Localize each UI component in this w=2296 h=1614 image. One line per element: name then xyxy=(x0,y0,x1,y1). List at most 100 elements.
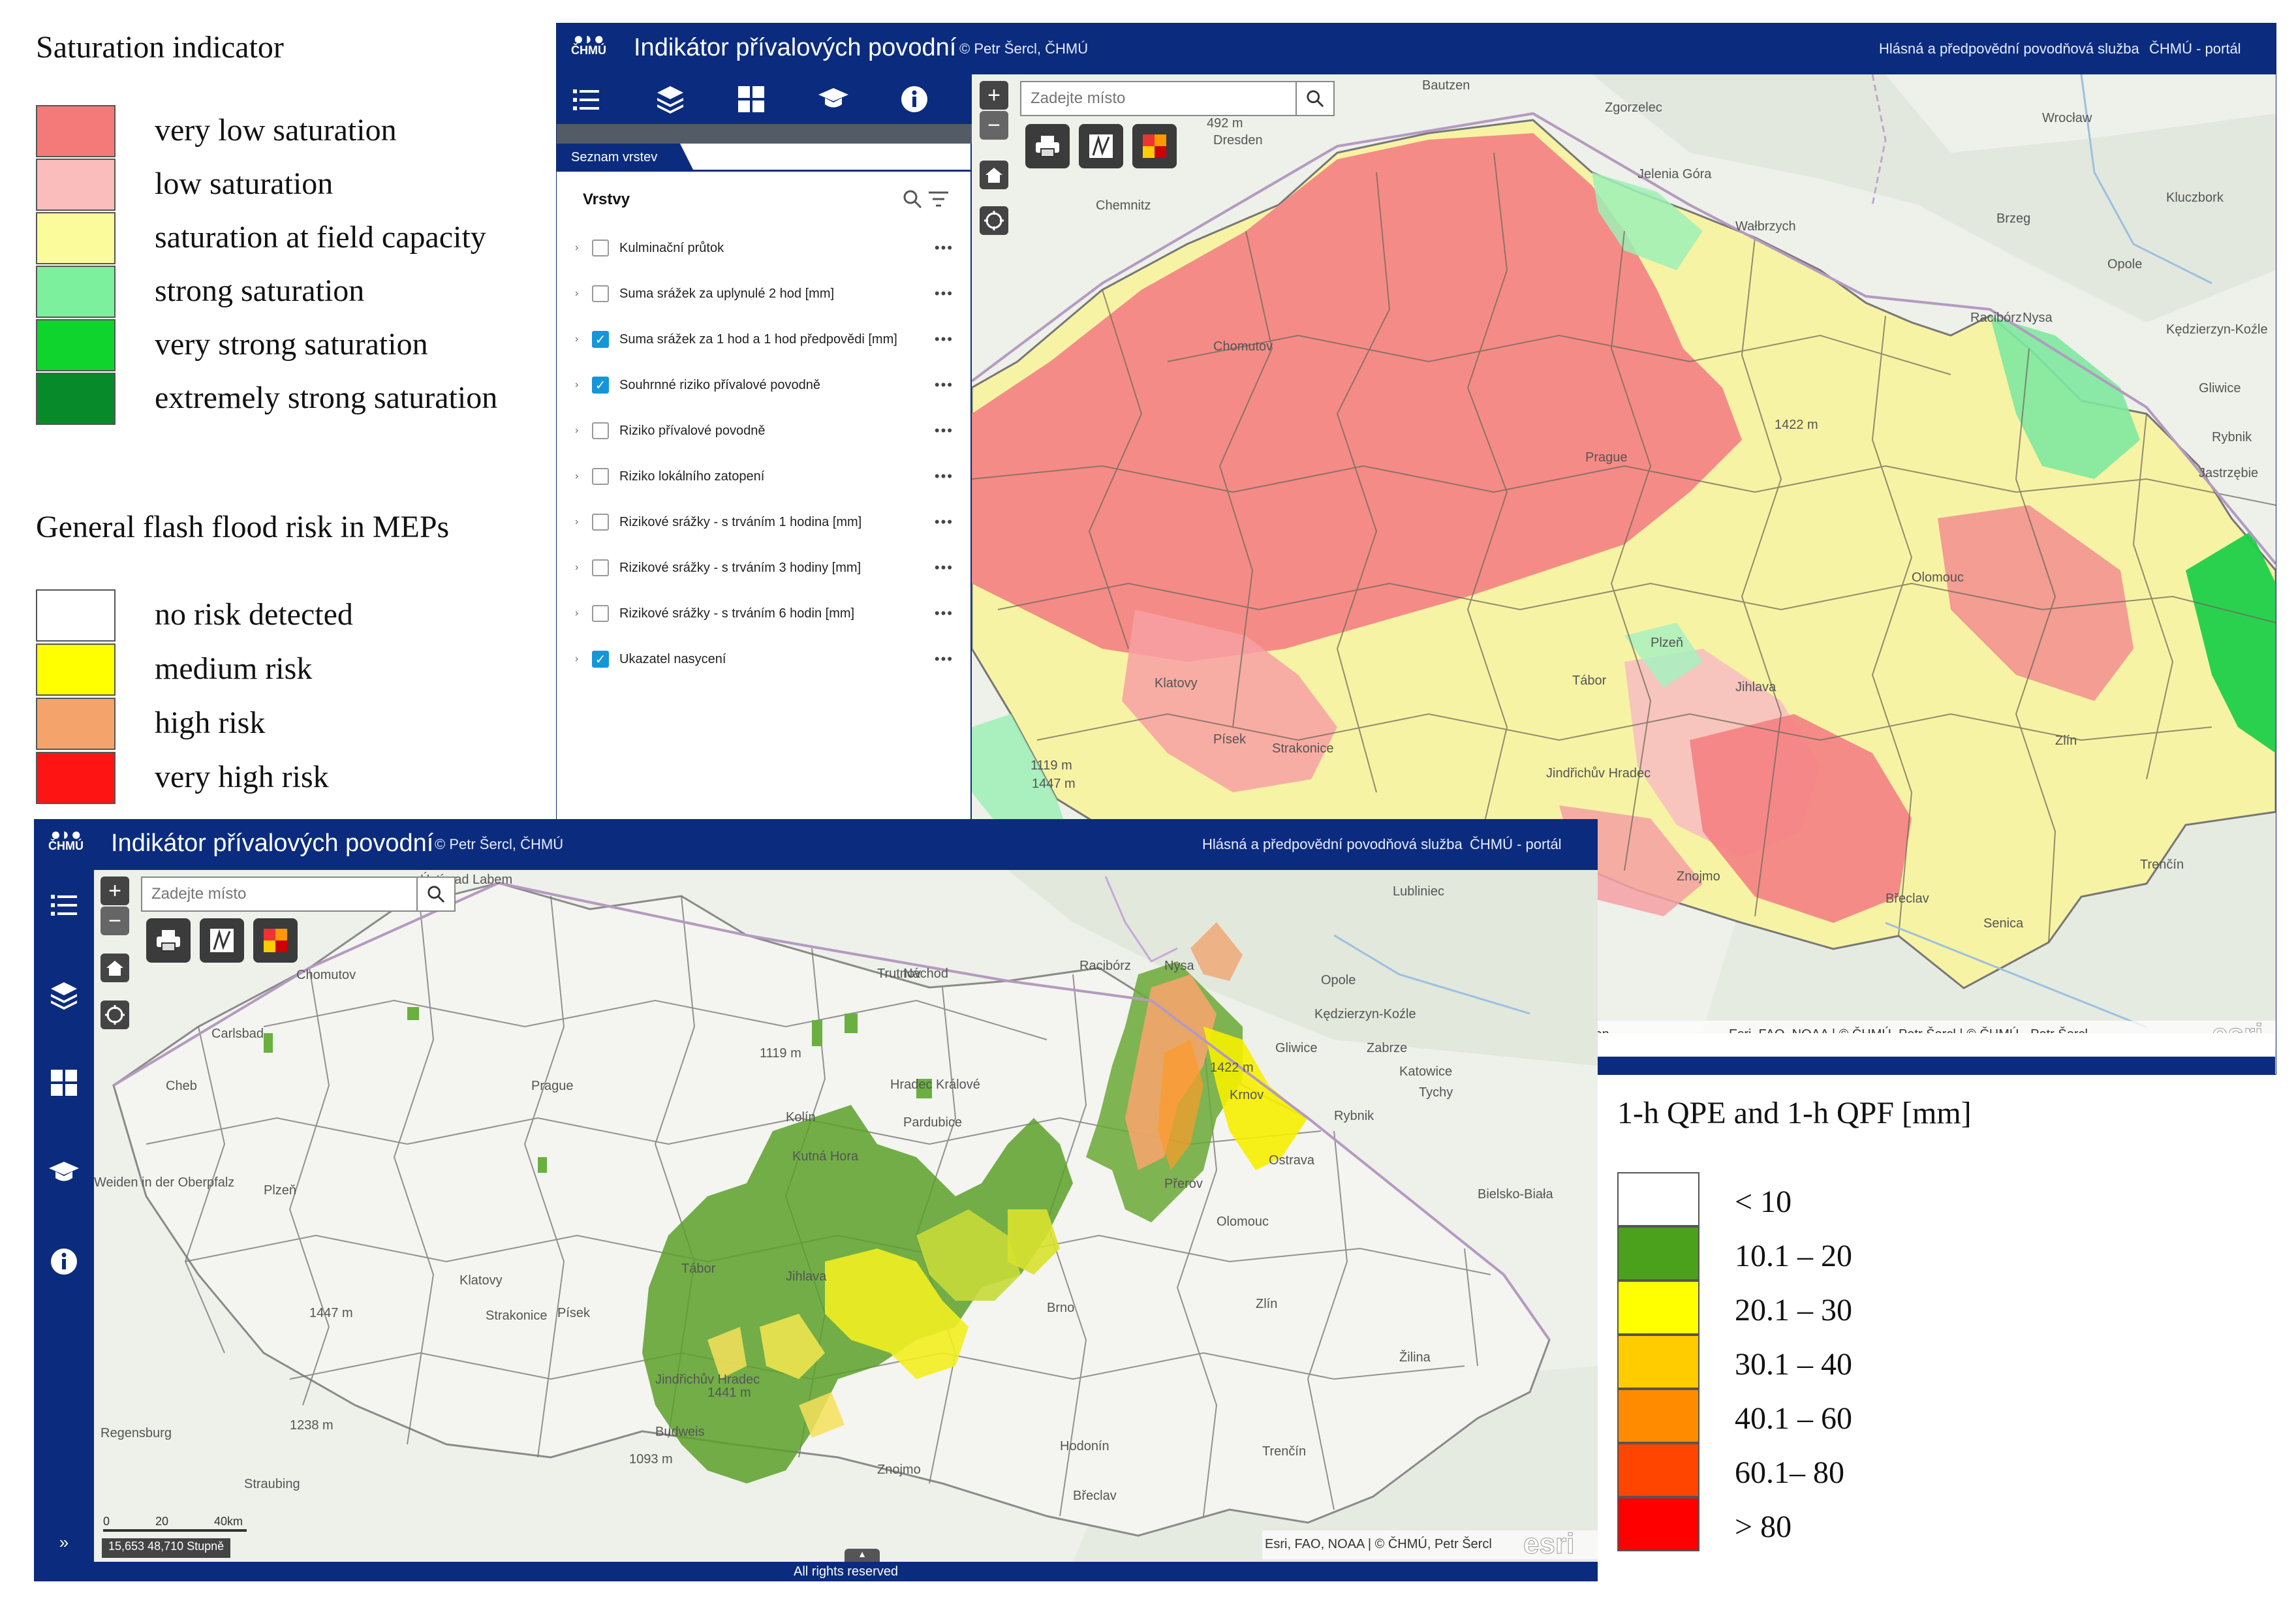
layer-checkbox[interactable]: ✓ xyxy=(592,651,609,668)
bottom-app-window: ●◗● ČHMÚ Indikátor přívalových povodní ©… xyxy=(34,819,1598,1581)
top-map[interactable]: Bautzen Zgorzelec Dresden Wrocław Jelenia Gó… xyxy=(972,74,2276,1074)
more-options-icon[interactable]: ••• xyxy=(934,331,954,347)
legend-swatch xyxy=(36,373,116,425)
coordinates-value: 15,653 48,710 Stupně xyxy=(108,1540,225,1553)
layer-item[interactable]: › Rizikové srážky - s trváním 3 hodiny [m… xyxy=(557,548,970,587)
layer-item[interactable]: › Rizikové srážky - s trváním 1 hodina [m… xyxy=(557,503,970,542)
layer-item[interactable]: › ✓ Suma srážek za 1 hod a 1 hod předpověd… xyxy=(557,320,970,359)
layer-item[interactable]: › Suma srážek za uplynulé 2 hod [mm] ••• xyxy=(557,274,970,313)
chevron-right-icon[interactable]: › xyxy=(575,242,579,253)
collapse-tab[interactable]: ▲ xyxy=(845,1549,880,1562)
locate-button-bottom[interactable] xyxy=(101,1001,129,1029)
legend-button[interactable] xyxy=(1132,124,1177,168)
info-icon[interactable] xyxy=(897,82,931,116)
measure-button-bottom[interactable] xyxy=(200,918,244,963)
chevron-right-icon[interactable]: › xyxy=(575,608,579,619)
legend-button-bottom[interactable] xyxy=(253,918,298,963)
zoom-out-button[interactable]: − xyxy=(980,111,1008,140)
layers-icon[interactable] xyxy=(652,81,689,117)
chevron-right-icon[interactable]: › xyxy=(575,379,579,390)
link-chmu-portal-bottom[interactable]: ČHMÚ - portál xyxy=(1470,836,1562,852)
legend-label: > 80 xyxy=(1735,1510,1792,1544)
graduation-cap-icon-bottom[interactable] xyxy=(47,1157,81,1188)
link-hpps-bottom[interactable]: Hlásná a předpovědní povodňová služba xyxy=(1202,836,1463,852)
place-search-field-bottom[interactable] xyxy=(141,877,418,912)
grid-icon-bottom[interactable] xyxy=(48,1067,80,1098)
graduation-cap-icon[interactable] xyxy=(815,82,852,116)
list-icon-bottom[interactable] xyxy=(48,890,80,921)
zoom-in-button-bottom[interactable]: + xyxy=(101,877,129,905)
measure-button[interactable] xyxy=(1079,124,1123,168)
link-chmu-portal[interactable]: ČHMÚ - portál xyxy=(2149,40,2241,57)
legend-label: 10.1 – 20 xyxy=(1735,1239,1852,1273)
layer-checkbox[interactable] xyxy=(592,285,609,302)
app-title: Indikátor přívalových povodní xyxy=(634,34,957,61)
chevron-right-icon[interactable]: › xyxy=(575,516,579,527)
place-search-field[interactable] xyxy=(1020,81,1297,116)
locate-button[interactable] xyxy=(980,206,1008,235)
place-search-input[interactable] xyxy=(1021,89,1295,108)
chevron-right-icon[interactable]: › xyxy=(575,425,579,436)
expand-icon[interactable]: » xyxy=(59,1532,69,1552)
place-search-input-bottom[interactable] xyxy=(142,884,416,904)
chevron-right-icon[interactable]: › xyxy=(575,334,579,345)
map-place-label: Tychy xyxy=(1419,1085,1453,1100)
bottom-map[interactable]: Ústí nad Labem Chomutov Carlsbad Cheb Plzeň P… xyxy=(94,870,1598,1562)
map-place-label: Zlín xyxy=(1256,1297,1278,1311)
layer-checkbox[interactable] xyxy=(592,605,609,622)
link-hpps[interactable]: Hlásná a předpovědní povodňová služba xyxy=(1879,40,2139,57)
layer-checkbox[interactable] xyxy=(592,468,609,485)
chevron-right-icon[interactable]: › xyxy=(575,562,579,573)
more-options-icon[interactable]: ••• xyxy=(934,422,954,439)
more-options-icon[interactable]: ••• xyxy=(934,285,954,302)
layer-item[interactable]: › ✓ Souhrnné riziko přívalové povodně ••• xyxy=(557,365,970,405)
layers-icon-bottom[interactable] xyxy=(47,978,81,1012)
panel-search-icon[interactable] xyxy=(903,189,922,212)
map-place-label: Opole xyxy=(2107,257,2143,272)
map-place-label: Nysa xyxy=(1164,959,1194,973)
map-place-label: Brno xyxy=(1047,1301,1075,1315)
filter-icon[interactable] xyxy=(927,189,950,212)
more-options-icon[interactable]: ••• xyxy=(934,651,954,667)
info-icon-bottom[interactable] xyxy=(48,1246,80,1277)
map-place-label: Plzeň xyxy=(1651,636,1684,650)
print-button[interactable] xyxy=(1025,124,1070,168)
print-button-bottom[interactable] xyxy=(146,918,191,963)
layer-checkbox[interactable]: ✓ xyxy=(592,331,609,348)
zoom-out-button-bottom[interactable]: − xyxy=(101,907,129,935)
list-icon[interactable] xyxy=(570,84,602,116)
zoom-in-button[interactable]: + xyxy=(980,81,1008,110)
saturation-legend: Saturation indicator very low saturation… xyxy=(36,26,558,444)
more-options-icon[interactable]: ••• xyxy=(934,468,954,484)
layer-item[interactable]: › Rizikové srážky - s trváním 6 hodin [mm… xyxy=(557,594,970,633)
layer-checkbox[interactable] xyxy=(592,514,609,531)
more-options-icon[interactable]: ••• xyxy=(934,514,954,530)
panel-tab[interactable]: Seznam vrstev xyxy=(557,144,694,171)
precip-legend-row: 30.1 – 40 xyxy=(1617,1334,2139,1389)
layer-item[interactable]: › Kulminační průtok ••• xyxy=(557,228,970,268)
chevron-right-icon[interactable]: › xyxy=(575,653,579,664)
layer-checkbox[interactable] xyxy=(592,559,609,576)
chevron-right-icon[interactable]: › xyxy=(575,288,579,299)
saturation-legend-row: low saturation xyxy=(36,158,558,211)
more-options-icon[interactable]: ••• xyxy=(934,377,954,393)
home-button-bottom[interactable] xyxy=(101,954,129,982)
layer-checkbox[interactable]: ✓ xyxy=(592,377,609,394)
chevron-right-icon[interactable]: › xyxy=(575,471,579,482)
more-options-icon[interactable]: ••• xyxy=(934,559,954,576)
top-map-canvas xyxy=(972,74,2276,1074)
layer-item[interactable]: › Riziko lokálního zatopení ••• xyxy=(557,457,970,496)
map-place-label: Písek xyxy=(557,1306,591,1320)
layer-item[interactable]: › ✓ Ukazatel nasycení ••• xyxy=(557,640,970,679)
grid-icon[interactable] xyxy=(734,82,768,116)
more-options-icon[interactable]: ••• xyxy=(934,605,954,621)
layer-checkbox[interactable] xyxy=(592,240,609,256)
profile-icon xyxy=(210,929,234,952)
layer-checkbox[interactable] xyxy=(592,422,609,439)
search-button-bottom[interactable] xyxy=(416,877,456,912)
search-button[interactable] xyxy=(1295,81,1335,116)
home-button[interactable] xyxy=(980,161,1008,189)
map-place-label: Pardubice xyxy=(903,1115,963,1130)
more-options-icon[interactable]: ••• xyxy=(934,240,954,256)
layer-item[interactable]: › Riziko přívalové povodně ••• xyxy=(557,411,970,450)
